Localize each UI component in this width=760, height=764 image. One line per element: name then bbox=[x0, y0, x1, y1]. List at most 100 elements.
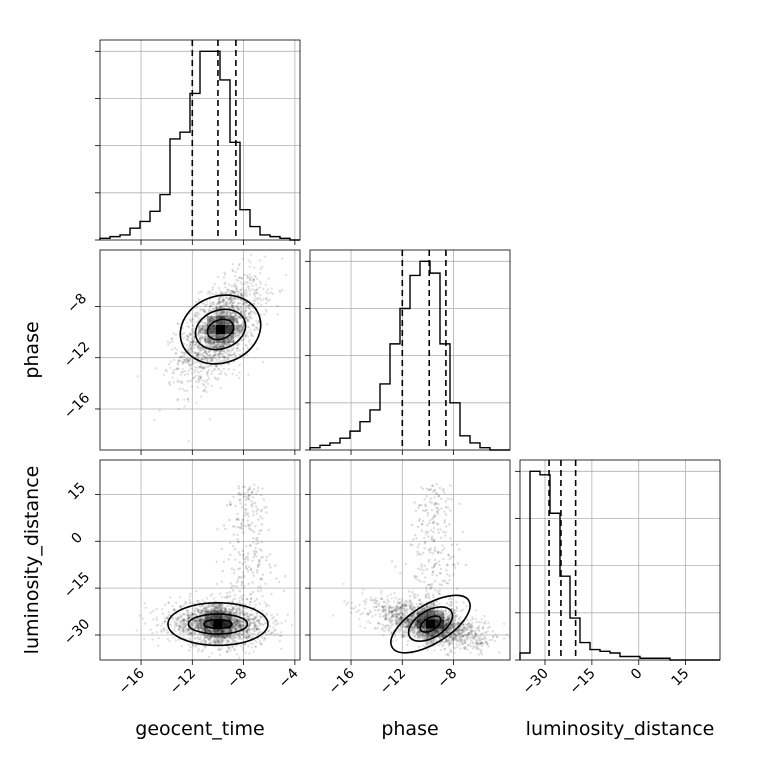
scatter-point bbox=[191, 330, 193, 332]
scatter-point bbox=[251, 633, 253, 635]
scatter-point bbox=[205, 386, 207, 388]
scatter-point bbox=[255, 505, 257, 507]
scatter-point bbox=[182, 388, 184, 390]
scatter-point bbox=[238, 377, 240, 379]
density-cell bbox=[198, 325, 207, 334]
scatter-point bbox=[263, 498, 265, 500]
x-tick-label: −8 bbox=[225, 666, 251, 692]
scatter-point bbox=[253, 616, 255, 618]
scatter-point bbox=[242, 520, 244, 522]
scatter-point bbox=[442, 640, 444, 642]
scatter-point bbox=[486, 641, 488, 643]
scatter-point bbox=[291, 624, 293, 626]
scatter-point bbox=[246, 613, 248, 615]
scatter-point bbox=[177, 323, 179, 325]
scatter-point bbox=[159, 410, 161, 412]
x-tick-label: 0 bbox=[628, 666, 646, 684]
scatter-point bbox=[232, 347, 234, 349]
scatter-point bbox=[203, 303, 205, 305]
scatter-point bbox=[238, 487, 240, 489]
scatter-point bbox=[201, 649, 203, 651]
scatter-point bbox=[249, 273, 251, 275]
scatter-point bbox=[190, 631, 192, 633]
scatter-point bbox=[155, 616, 157, 618]
scatter-point bbox=[255, 292, 257, 294]
scatter-point bbox=[284, 575, 286, 577]
scatter-point bbox=[196, 316, 198, 318]
scatter-point bbox=[182, 628, 184, 630]
scatter-point bbox=[228, 608, 230, 610]
scatter-point bbox=[199, 638, 201, 640]
scatter-point bbox=[200, 370, 202, 372]
x-tick-label: 15 bbox=[669, 666, 693, 690]
scatter-point bbox=[188, 326, 190, 328]
scatter-point bbox=[284, 620, 286, 622]
scatter-point bbox=[511, 638, 513, 640]
scatter-point bbox=[231, 285, 233, 287]
scatter-point bbox=[456, 646, 458, 648]
scatter-point bbox=[259, 286, 261, 288]
scatter-point bbox=[249, 643, 251, 645]
scatter-point bbox=[359, 625, 361, 627]
scatter-point bbox=[187, 633, 189, 635]
scatter-point bbox=[208, 369, 210, 371]
scatter-point bbox=[221, 581, 223, 583]
scatter-point bbox=[250, 613, 252, 615]
scatter-point bbox=[175, 602, 177, 604]
scatter-point bbox=[211, 356, 213, 358]
scatter-point bbox=[230, 582, 232, 584]
scatter-point bbox=[197, 611, 199, 613]
scatter-point bbox=[243, 614, 245, 616]
scatter-point bbox=[236, 526, 238, 528]
scatter-point bbox=[260, 509, 262, 511]
scatter-point bbox=[265, 605, 267, 607]
scatter-point bbox=[231, 269, 233, 271]
scatter-point bbox=[235, 317, 237, 319]
scatter-point bbox=[200, 395, 202, 397]
scatter-point bbox=[281, 289, 283, 291]
scatter-point bbox=[246, 321, 248, 323]
scatter-point bbox=[247, 570, 249, 572]
scatter-point bbox=[217, 377, 219, 379]
scatter-point bbox=[418, 646, 420, 648]
scatter-point bbox=[361, 612, 363, 614]
scatter-point bbox=[184, 370, 186, 372]
scatter-point bbox=[226, 356, 228, 358]
scatter-point bbox=[187, 373, 189, 375]
scatter-point bbox=[244, 561, 246, 563]
scatter-point bbox=[221, 596, 223, 598]
scatter-point bbox=[252, 510, 254, 512]
scatter-point bbox=[243, 486, 245, 488]
scatter-point bbox=[265, 291, 267, 293]
scatter-point bbox=[252, 335, 254, 337]
scatter-point bbox=[460, 610, 462, 612]
scatter-point bbox=[190, 347, 192, 349]
scatter-point bbox=[239, 612, 241, 614]
scatter-point bbox=[249, 631, 251, 633]
scatter-point bbox=[262, 298, 264, 300]
scatter-point bbox=[189, 602, 191, 604]
scatter-point bbox=[250, 282, 252, 284]
scatter-point bbox=[261, 636, 263, 638]
scatter-point bbox=[266, 323, 268, 325]
scatter-point bbox=[242, 602, 244, 604]
scatter-point bbox=[258, 619, 260, 621]
scatter-point bbox=[416, 603, 418, 605]
scatter-point bbox=[244, 504, 246, 506]
scatter-point bbox=[280, 622, 282, 624]
scatter-point bbox=[276, 633, 278, 635]
scatter-point bbox=[168, 611, 170, 613]
scatter-point bbox=[243, 594, 245, 596]
scatter-point bbox=[260, 268, 262, 270]
scatter-point bbox=[244, 292, 246, 294]
scatter-point bbox=[236, 538, 238, 540]
scatter-point bbox=[259, 548, 261, 550]
scatter-point bbox=[247, 347, 249, 349]
scatter-point bbox=[251, 491, 253, 493]
scatter-point bbox=[255, 550, 257, 552]
scatter-point bbox=[250, 311, 252, 313]
scatter-point bbox=[174, 352, 176, 354]
scatter-point bbox=[251, 285, 253, 287]
scatter-point bbox=[197, 375, 199, 377]
scatter-point bbox=[184, 625, 186, 627]
